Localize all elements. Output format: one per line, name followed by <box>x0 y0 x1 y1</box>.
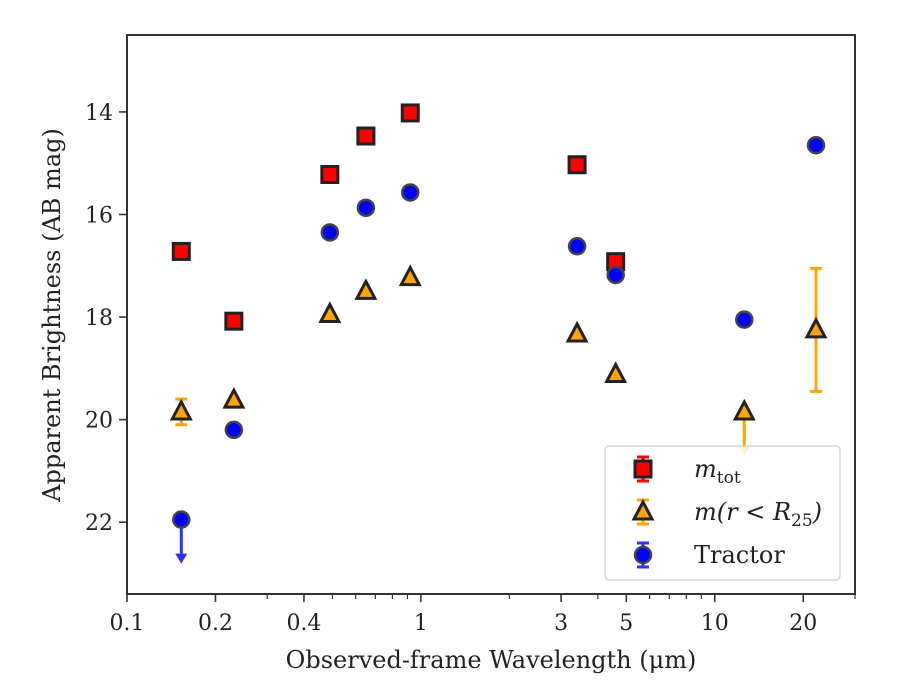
x-tick-label: 0.4 <box>286 611 321 636</box>
m-r25-point <box>169 398 193 421</box>
chart-marks <box>169 103 828 564</box>
m-r25-point <box>398 264 422 287</box>
x-tick-label: 0.2 <box>198 611 233 636</box>
tractor-point <box>320 223 340 242</box>
x-tick-label: 0.1 <box>110 611 145 636</box>
tractor-point <box>356 198 376 218</box>
y-tick-label: 22 <box>85 511 113 536</box>
m-tot-point <box>400 103 420 123</box>
m-r25-point <box>565 320 589 343</box>
m-r25-point <box>732 398 756 421</box>
m-tot-point <box>171 241 191 261</box>
x-tick-label: 1 <box>414 611 428 636</box>
tractor-point <box>806 136 826 155</box>
x-tick-label: 5 <box>619 611 633 636</box>
y-tick-label: 20 <box>85 409 113 434</box>
m-tot-point <box>567 155 587 175</box>
tractor-point <box>567 237 587 256</box>
m-tot-point <box>224 311 244 331</box>
y-tick-label: 18 <box>85 306 113 331</box>
y-tick-label: 16 <box>85 203 113 228</box>
x-axis: 0.1 0.2 0.4 1 3 5 10 20 <box>110 594 856 636</box>
m-tot-point <box>320 164 340 184</box>
legend: mtot m(r < R25) Tractor <box>604 445 841 581</box>
legend-label-tractor: Tractor <box>694 541 785 569</box>
tractor-point <box>735 310 754 329</box>
x-tick-label: 20 <box>789 611 817 636</box>
m-tot-point <box>356 126 376 146</box>
legend-m-r25-marker <box>631 498 655 521</box>
x-axis-label: Observed-frame Wavelength (μm) <box>286 646 697 674</box>
y-axis-label: Apparent Brightness (AB mag) <box>38 128 66 503</box>
tractor-point <box>224 420 244 440</box>
m-tot-series <box>171 103 626 331</box>
x-tick-label: 10 <box>701 611 729 636</box>
tractor-series <box>172 136 826 564</box>
tractor-upper-limit-arrow-head <box>175 553 188 564</box>
y-axis: 14 16 18 20 22 <box>85 101 127 536</box>
plot-frame <box>126 34 856 595</box>
m-r25-point <box>354 278 378 300</box>
m-r25-point <box>604 361 628 384</box>
m-r25-point <box>222 386 246 409</box>
m-r25-point <box>804 316 828 339</box>
y-tick-label: 14 <box>85 101 113 126</box>
legend-label-m-tot: mtot <box>694 455 741 488</box>
legend-tractor-marker <box>633 545 653 565</box>
legend-m-tot-marker <box>633 459 653 479</box>
m-r25-series <box>169 264 828 456</box>
tractor-point <box>172 510 191 529</box>
legend-label-m-r25: m(r < R25) <box>694 498 822 531</box>
m-r25-point <box>318 301 342 323</box>
tractor-point <box>606 265 625 285</box>
tractor-point <box>400 183 420 202</box>
x-tick-label: 3 <box>554 611 568 636</box>
legend-box <box>604 445 841 581</box>
